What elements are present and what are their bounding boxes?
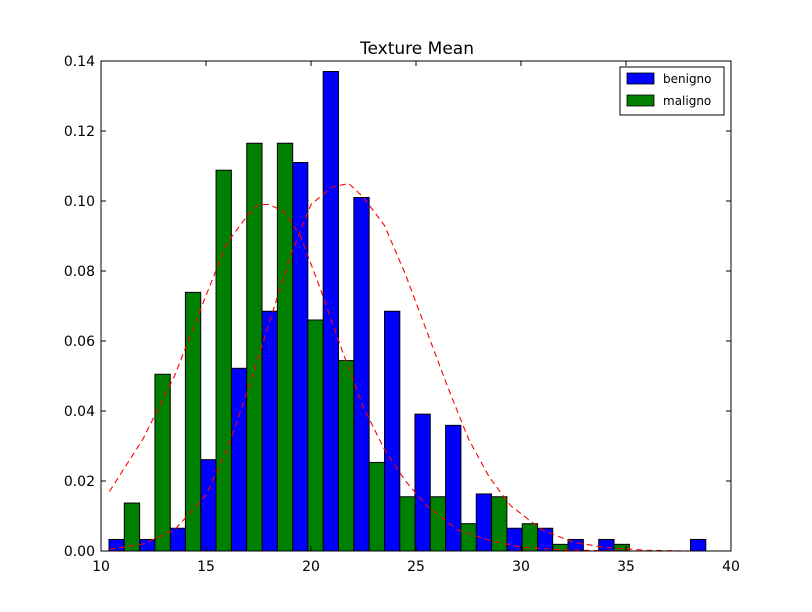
bar-maligno-3 bbox=[215, 169, 232, 552]
legend-swatch-maligno bbox=[626, 94, 655, 107]
bar-maligno-6 bbox=[307, 319, 324, 552]
x-tick-label-1: 15 bbox=[197, 559, 215, 575]
x-tick-label-6: 40 bbox=[722, 559, 740, 575]
bar-benigno-3 bbox=[200, 459, 217, 552]
ticks-layer: 10 15 20 25 30 35 40 0.00 0.02 0.04 0.06 0.08 0.10 0.… bbox=[64, 54, 740, 575]
x-tick-label-0: 10 bbox=[92, 559, 110, 575]
bar-maligno-2 bbox=[184, 291, 202, 552]
y-tick-label-6: 0.12 bbox=[64, 124, 95, 140]
x-tick-label-3: 25 bbox=[407, 559, 425, 575]
y-tick-label-2: 0.04 bbox=[64, 404, 95, 420]
bar-benigno-7 bbox=[322, 71, 339, 552]
bars-layer bbox=[108, 71, 707, 552]
bar-benigno-16 bbox=[598, 538, 615, 552]
x-tick-label-2: 20 bbox=[302, 559, 320, 575]
bar-benigno-12 bbox=[475, 493, 493, 552]
y-tick-label-7: 0.14 bbox=[64, 54, 95, 70]
bar-benigno-5 bbox=[261, 310, 278, 552]
bar-maligno-8 bbox=[368, 461, 385, 552]
bar-benigno-2 bbox=[169, 527, 186, 552]
x-tick-label-4: 30 bbox=[512, 559, 530, 575]
y-tick-label-5: 0.10 bbox=[64, 194, 95, 210]
bar-benigno-10 bbox=[414, 413, 431, 552]
bar-benigno-1 bbox=[139, 538, 156, 552]
fit-curve-0 bbox=[108, 203, 710, 552]
chart-title: Texture Mean bbox=[359, 39, 474, 59]
x-tick-label-5: 35 bbox=[617, 559, 635, 575]
y-tick-label-1: 0.02 bbox=[64, 474, 95, 490]
bar-maligno-5 bbox=[276, 142, 294, 552]
y-tick-label-0: 0.00 bbox=[64, 544, 95, 560]
fit-curve-1 bbox=[109, 182, 710, 552]
bar-benigno-9 bbox=[384, 310, 401, 552]
bar-maligno-0 bbox=[123, 502, 141, 552]
bar-maligno-9 bbox=[399, 496, 416, 552]
bar-benigno-4 bbox=[230, 367, 248, 552]
legend-label-benigno: benigno bbox=[663, 72, 712, 86]
bar-benigno-6 bbox=[292, 162, 309, 552]
bar-benigno-19 bbox=[689, 538, 707, 552]
bar-maligno-16 bbox=[613, 543, 630, 552]
bar-benigno-8 bbox=[353, 197, 370, 552]
legend-label-maligno: maligno bbox=[663, 94, 711, 108]
bar-maligno-4 bbox=[246, 142, 263, 552]
y-tick-label-3: 0.06 bbox=[64, 334, 95, 350]
y-tick-label-4: 0.08 bbox=[64, 264, 95, 280]
bar-maligno-7 bbox=[337, 360, 355, 552]
bar-maligno-11 bbox=[460, 523, 477, 552]
bar-benigno-14 bbox=[536, 527, 554, 552]
bar-maligno-10 bbox=[429, 496, 447, 552]
fit-curves-layer bbox=[108, 182, 710, 552]
legend: benigno maligno bbox=[619, 66, 725, 116]
bar-benigno-13 bbox=[506, 527, 523, 552]
bar-benigno-11 bbox=[445, 424, 462, 552]
legend-swatch-benigno bbox=[626, 72, 655, 85]
